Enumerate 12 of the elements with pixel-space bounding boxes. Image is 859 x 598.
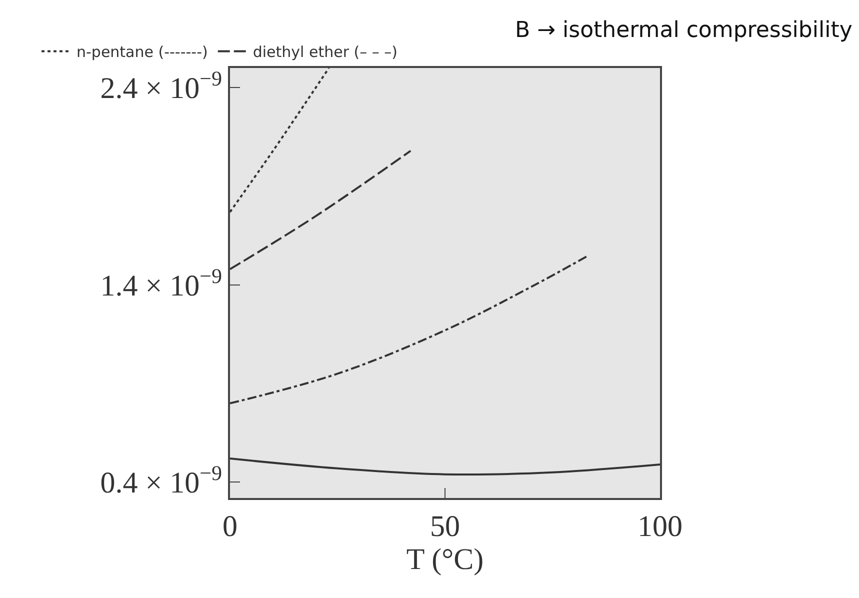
x-tick-label: 0 [222,510,238,543]
legend-label: n-pentane (-------) [76,43,208,62]
x-tick-label: 100 [638,510,682,543]
x-axis-title: T (°C) [406,543,484,576]
legend-label: diethyl ether (– – –) [252,43,398,62]
y-tick-label: 0.4 × 10$^{−9}$ [100,461,222,500]
y-tick-label: 2.4 × 10$^{−9}$ [100,66,222,106]
line-series [230,458,660,476]
text: B → isothermal compressibility [515,18,852,43]
line-series [230,255,588,404]
x-tick-label: 50 [430,510,460,543]
y-tick-label: 1.4 × 10$^{−9}$ [100,264,222,302]
